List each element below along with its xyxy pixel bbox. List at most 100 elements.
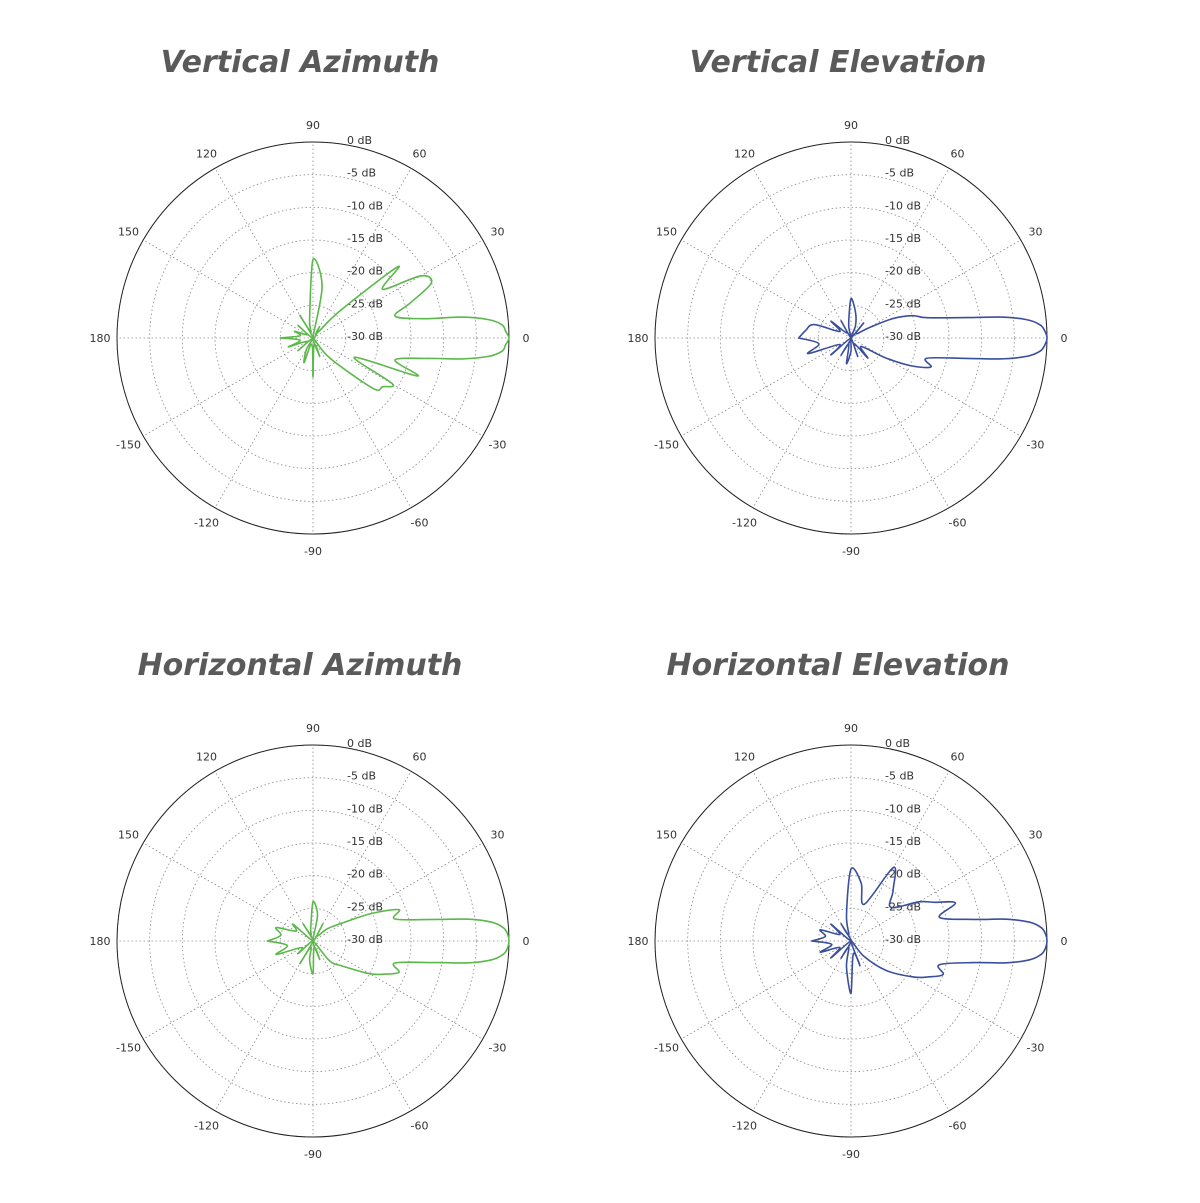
angle-tick-label: -30 [1026, 1042, 1044, 1055]
db-tick-label: -15 dB [347, 835, 383, 848]
grid-ring [214, 842, 412, 1040]
chart-title: Vertical Elevation [689, 45, 987, 80]
angle-tick-label: 60 [413, 751, 427, 764]
grid-spoke [312, 771, 412, 942]
grid-spoke [312, 168, 412, 339]
db-tick-label: -20 dB [885, 265, 921, 278]
grid-spoke [850, 940, 950, 1111]
angle-tick-label: 0 [523, 935, 530, 948]
polar-chart-vertical-elevation: 90 60 30 0 -30 -60 -90 -120 -150 180 150 120 0 dB -5 … [628, 119, 1068, 558]
angle-tick-label: -60 [411, 1119, 429, 1132]
grid-spoke [143, 842, 314, 942]
grid-ring [149, 174, 477, 502]
angle-tick-label: 30 [1028, 226, 1042, 239]
grid-spoke [312, 239, 483, 339]
angle-tick-label: 180 [90, 935, 111, 948]
panel-vertical-azimuth: Vertical Azimuth 90 60 30 0 -30 -60 -90 -120 -15… [0, 0, 600, 600]
angle-tick-label: -90 [842, 1148, 860, 1161]
pattern-series-line [279, 257, 510, 392]
angle-tick-label: -120 [194, 1119, 219, 1132]
db-tick-label: -20 dB [347, 868, 383, 881]
angle-tick-label: 30 [1028, 829, 1042, 842]
angle-tick-label: 60 [413, 148, 427, 161]
grid-ring [719, 206, 983, 470]
grid-ring [687, 174, 1015, 502]
grid-ring [752, 842, 950, 1040]
grid-spoke [850, 771, 950, 942]
angle-tick-label: -150 [654, 1042, 679, 1055]
db-tick-label: 0 dB [885, 737, 910, 750]
angle-tick-label: 120 [196, 751, 217, 764]
angle-tick-label: -150 [116, 1042, 141, 1055]
angle-tick-label: -150 [116, 439, 141, 452]
angle-tick-label: 60 [951, 751, 965, 764]
grid-spoke [681, 842, 852, 942]
db-tick-label: 0 dB [347, 737, 372, 750]
db-tick-label: -25 dB [885, 297, 921, 310]
grid-spoke [312, 337, 412, 508]
chart-title: Vertical Azimuth [160, 45, 440, 80]
db-tick-label: -25 dB [347, 900, 383, 913]
grid-spoke [214, 337, 314, 508]
angle-tick-label: 90 [306, 119, 320, 132]
angle-tick-label: -60 [949, 1119, 967, 1132]
db-tick-label: -20 dB [885, 868, 921, 881]
angle-tick-label: 150 [656, 226, 677, 239]
angle-tick-label: 180 [628, 332, 649, 345]
polar-chart-vertical-azimuth: 90 60 30 0 -30 -60 -90 -120 -150 180 150 120 0 dB -5 … [90, 119, 530, 558]
grid-spoke [850, 337, 950, 508]
db-tick-label: -30 dB [347, 330, 383, 343]
grid-spoke [312, 940, 412, 1111]
grid-ring [181, 809, 445, 1073]
grid-spoke [850, 337, 1021, 437]
grid-spoke [143, 239, 314, 339]
db-tick-label: -30 dB [885, 933, 921, 946]
db-tick-label: -15 dB [347, 232, 383, 245]
grid-ring [719, 809, 983, 1073]
grid-spoke [850, 168, 950, 339]
pattern-series-line [266, 900, 510, 976]
db-tick-label: -10 dB [885, 802, 921, 815]
angle-tick-label: -90 [304, 1148, 322, 1161]
angle-tick-label: 120 [734, 751, 755, 764]
grid-spoke [850, 940, 1021, 1040]
angle-tick-label: 0 [1061, 935, 1068, 948]
db-tick-label: -30 dB [885, 330, 921, 343]
angle-tick-label: 90 [844, 722, 858, 735]
grid-ring [214, 239, 412, 437]
grid-spoke [143, 940, 314, 1040]
angle-tick-label: -30 [488, 439, 506, 452]
db-tick-label: -15 dB [885, 835, 921, 848]
grid-spoke [850, 239, 1021, 339]
angle-tick-label: 150 [118, 829, 139, 842]
db-tick-label: -10 dB [347, 199, 383, 212]
grid-spoke [214, 168, 314, 339]
angle-tick-label: -120 [732, 516, 757, 529]
db-tick-label: -5 dB [347, 770, 376, 783]
db-tick-label: -30 dB [347, 933, 383, 946]
db-tick-label: -25 dB [347, 297, 383, 310]
db-tick-label: -15 dB [885, 232, 921, 245]
chart-title: Horizontal Azimuth [137, 648, 463, 683]
db-tick-label: -5 dB [885, 167, 914, 180]
grid-spoke [681, 239, 852, 339]
angle-tick-label: 180 [90, 332, 111, 345]
angle-tick-label: 150 [118, 226, 139, 239]
angle-tick-label: 120 [196, 148, 217, 161]
grid-spoke [312, 940, 483, 1040]
angle-tick-label: 30 [490, 226, 504, 239]
panel-horizontal-azimuth: Horizontal Azimuth 90 60 30 0 -30 -60 -90 -120 -… [0, 603, 600, 1203]
grid-ring [149, 777, 477, 1105]
grid-spoke [312, 842, 483, 942]
grid-spoke [143, 337, 314, 437]
angle-tick-label: 180 [628, 935, 649, 948]
pattern-series-line [797, 297, 1048, 369]
panel-horizontal-elevation: Horizontal Elevation 90 60 30 0 -30 -60 -90 -12… [538, 603, 1138, 1203]
angle-tick-label: -90 [842, 545, 860, 558]
angle-tick-label: 0 [523, 332, 530, 345]
grid-ring [687, 777, 1015, 1105]
grid-spoke [752, 940, 852, 1111]
angle-tick-label: -150 [654, 439, 679, 452]
angle-tick-label: -60 [949, 516, 967, 529]
db-tick-label: -10 dB [347, 802, 383, 815]
